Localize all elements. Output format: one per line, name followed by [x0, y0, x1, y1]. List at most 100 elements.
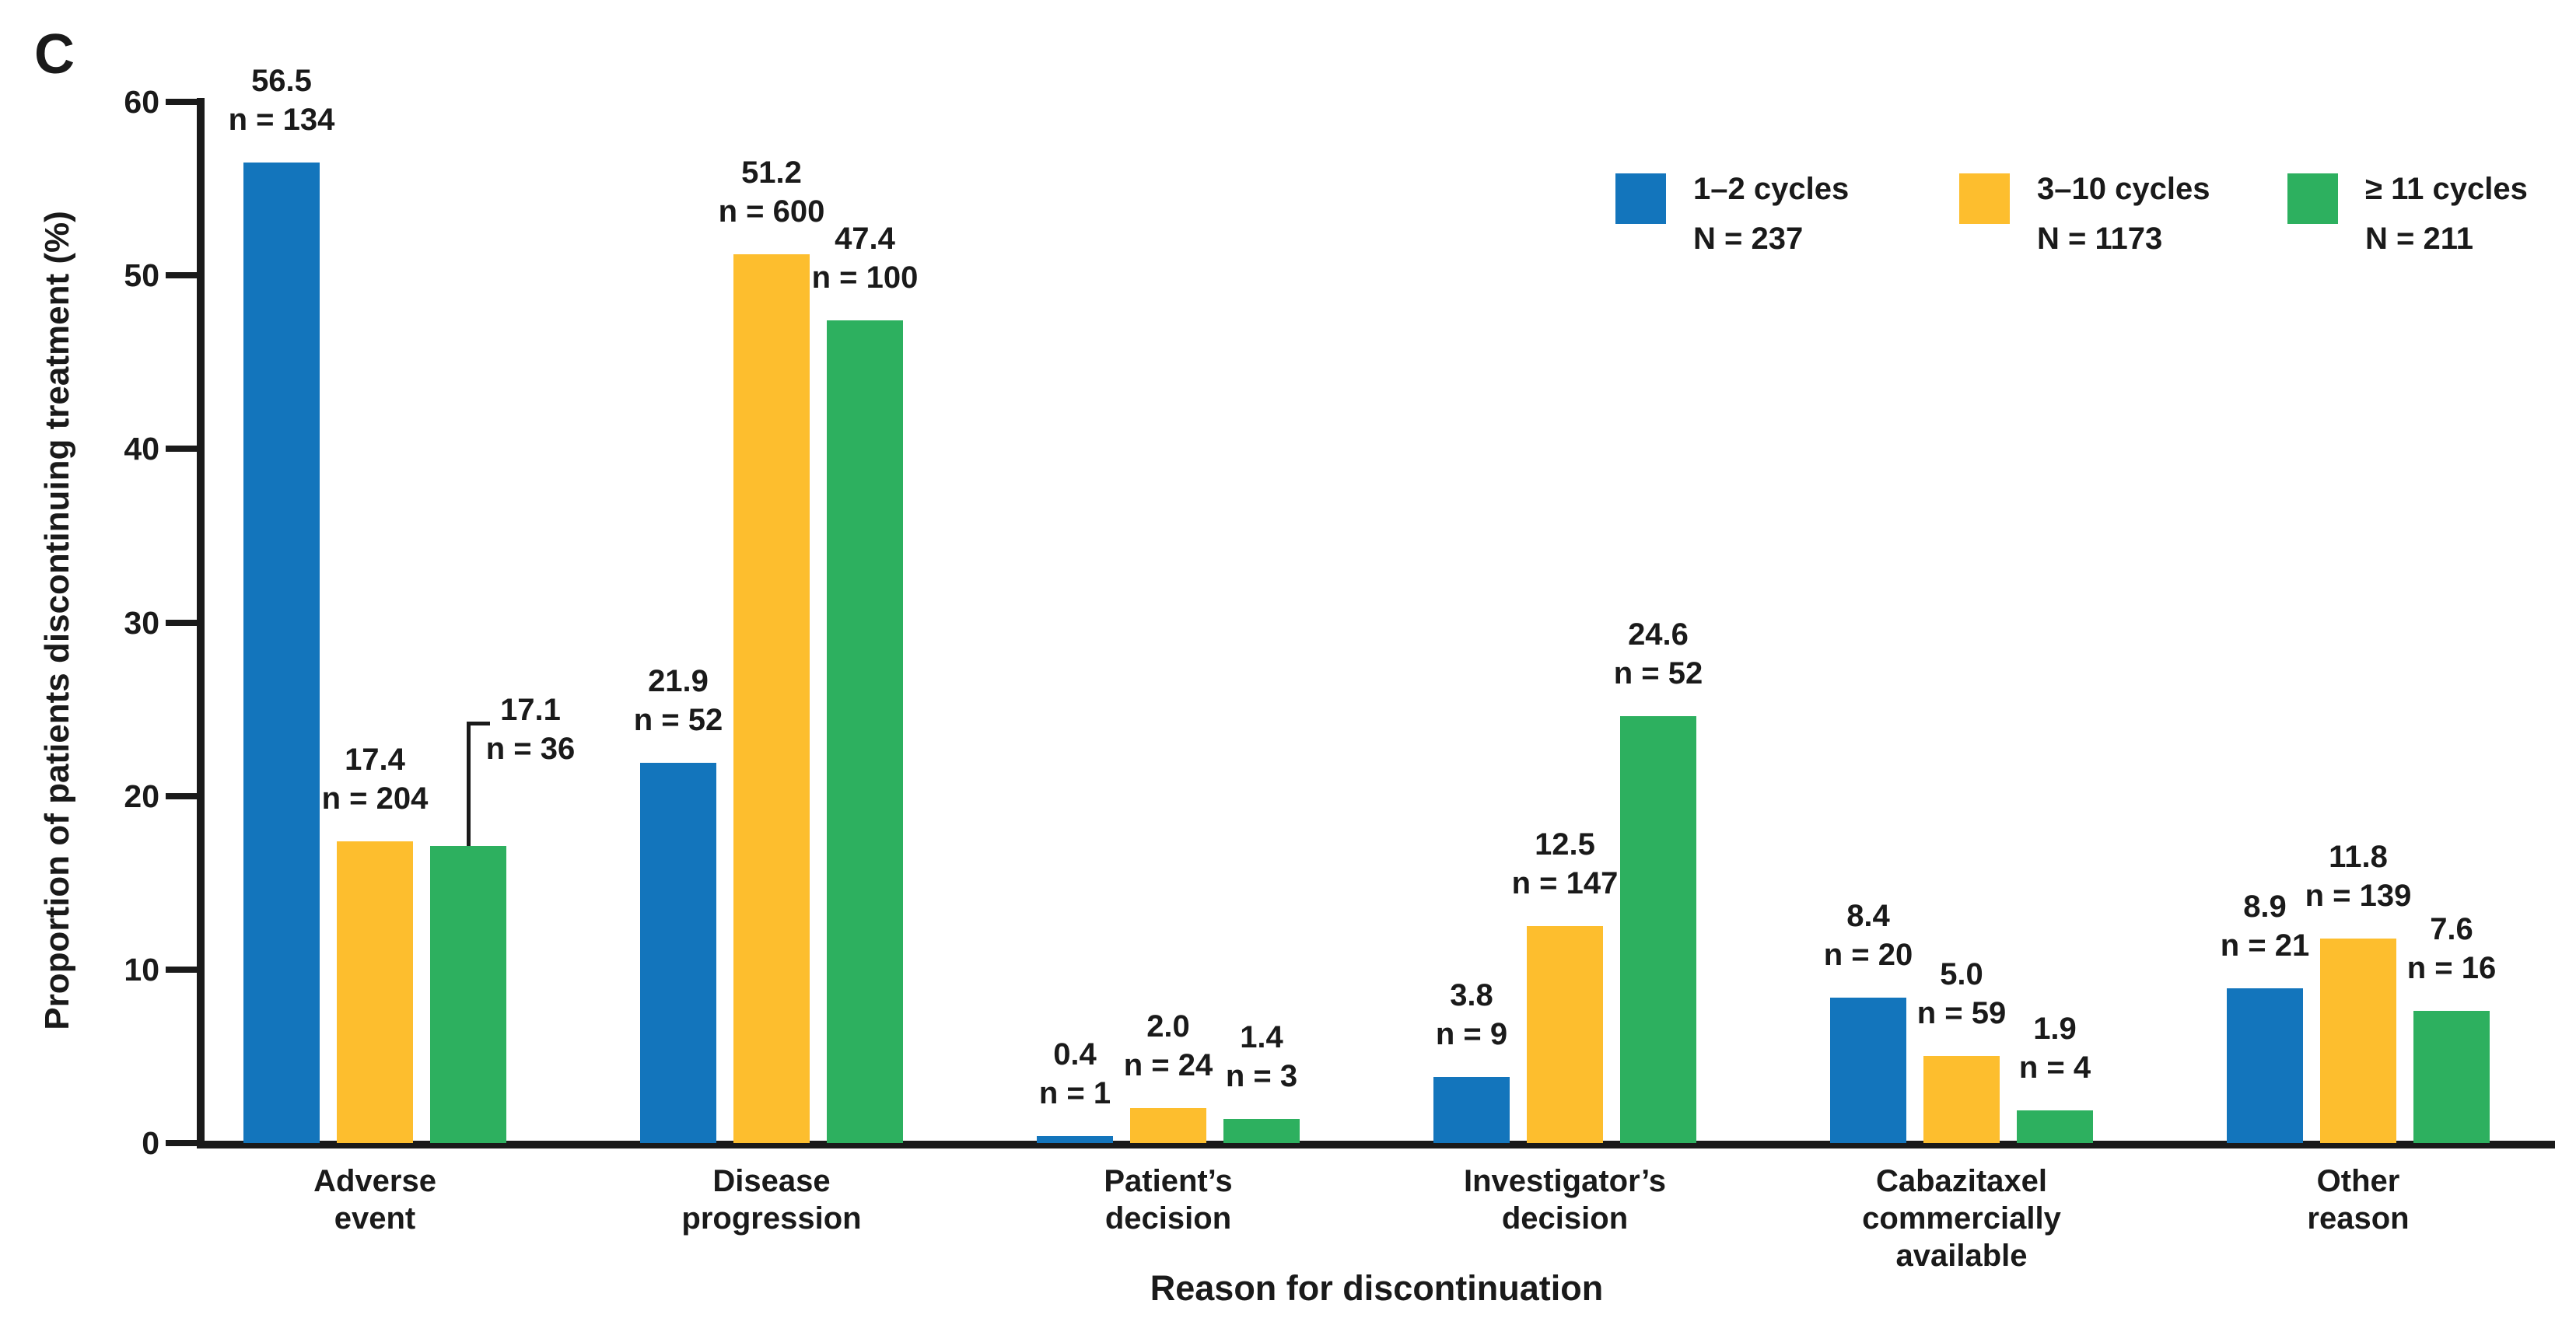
bar-value-label: 7.6 n = 16 [2296, 910, 2576, 988]
bar-count: n = 9 [1435, 1017, 1508, 1051]
legend-series-name: ≥ 11 cycles [2365, 172, 2528, 206]
bar-s1-c2 [640, 763, 716, 1143]
bar-count: n = 21 [2220, 928, 2310, 963]
category-label-line: Adverse [313, 1164, 436, 1198]
legend-swatch-3 [2287, 173, 2338, 224]
bar-value: 47.4 [835, 222, 895, 256]
bar-value: 5.0 [1940, 957, 1983, 991]
y-tick-mark [166, 793, 197, 799]
bar-value: 7.6 [2430, 912, 2473, 946]
bar-count: n = 24 [1123, 1048, 1213, 1082]
legend-series-n: N = 211 [2365, 222, 2474, 256]
bar-s2-c4 [1527, 926, 1603, 1143]
bar-value-label: 5.0 n = 59 [1806, 955, 2117, 1033]
bar-value-label: 56.5 n = 134 [126, 61, 437, 139]
bar-value-label: 21.9 n = 52 [523, 662, 834, 739]
bar-s2-c1 [337, 841, 413, 1143]
bar-count: n = 4 [2018, 1051, 2091, 1085]
bar-count: n = 52 [1613, 656, 1703, 690]
x-axis-title: Reason for discontinuation [1150, 1268, 1604, 1308]
bar-s3-c3 [1223, 1119, 1300, 1143]
bar-s1-c6 [2227, 988, 2303, 1143]
bar-value-label: 17.4 n = 204 [219, 740, 530, 818]
legend-series-name: 1–2 cycles [1693, 172, 1850, 206]
y-tick-label: 20 [124, 778, 159, 814]
y-tick-mark [166, 446, 197, 452]
bar-count: n = 204 [321, 781, 429, 816]
bar-count: n = 59 [1916, 996, 2007, 1030]
bar-s1-c3 [1037, 1136, 1113, 1143]
bar-s3-c4 [1620, 716, 1696, 1143]
bar-value: 2.0 [1146, 1009, 1190, 1044]
y-axis-line [197, 98, 205, 1148]
category-label-line: available [1895, 1239, 2028, 1273]
bar-value-label: 17.1 n = 36 [375, 690, 686, 768]
panel-label: C [34, 23, 75, 86]
bar-value: 8.4 [1846, 899, 1890, 933]
bar-value: 11.8 [2329, 840, 2388, 874]
y-tick-label: 0 [142, 1125, 159, 1161]
category-label-line: commercially [1862, 1201, 2061, 1236]
bar-value: 17.4 [345, 743, 405, 777]
y-tick-label: 30 [124, 605, 159, 641]
bar-value: 24.6 [1628, 617, 1689, 652]
y-tick-mark [166, 620, 197, 626]
y-tick-label: 40 [124, 431, 159, 467]
category-label-line: Cabazitaxel [1875, 1164, 2048, 1198]
category-label-line: progression [681, 1201, 862, 1236]
y-tick-mark [166, 99, 197, 105]
bar-s1-c5 [1830, 998, 1906, 1143]
bar-s3-c5 [2017, 1110, 2093, 1143]
bar-value-label: 8.9 n = 21 [2109, 887, 2420, 965]
bar-value: 1.4 [1240, 1020, 1283, 1054]
leader-line-horizontal [467, 722, 490, 725]
category-label-line: Other [2316, 1164, 2400, 1198]
legend-label-2: 3–10 cycles N = 1173 [2037, 164, 2210, 264]
bar-s2-c5 [1923, 1056, 2000, 1143]
category-label: Disease progression [577, 1162, 966, 1237]
bar-s3-c6 [2413, 1011, 2490, 1143]
legend-series-n: N = 237 [1693, 222, 1804, 256]
y-tick-mark [166, 1140, 197, 1146]
bar-value: 8.9 [2243, 890, 2287, 924]
bar-s3-c2 [827, 320, 903, 1143]
y-tick-label: 60 [124, 84, 159, 120]
bar-count: n = 134 [228, 103, 335, 137]
y-tick-label: 10 [124, 952, 159, 988]
category-label: Other reason [2164, 1162, 2553, 1237]
bar-value-label: 11.8 n = 139 [2203, 837, 2514, 915]
category-label: Cabazitaxel commercially available [1767, 1162, 2156, 1274]
bar-value: 0.4 [1053, 1037, 1097, 1072]
bar-value-label: 47.4 n = 100 [709, 219, 1020, 297]
bar-s2-c6 [2320, 939, 2396, 1143]
legend-series-name: 3–10 cycles [2037, 172, 2210, 206]
bar-value-label: 12.5 n = 147 [1409, 825, 1720, 903]
category-label: Adverse event [180, 1162, 569, 1237]
bar-count: n = 16 [2406, 951, 2497, 985]
bar-count: n = 100 [811, 260, 919, 295]
bar-count: n = 36 [485, 732, 576, 766]
legend-series-n: N = 1173 [2037, 222, 2163, 256]
bar-count: n = 20 [1823, 938, 1913, 972]
bar-value: 21.9 [648, 664, 709, 698]
category-label: Patient’s decision [974, 1162, 1363, 1237]
bar-value: 3.8 [1450, 978, 1493, 1012]
leader-line-vertical [467, 722, 471, 846]
category-label-line: Patient’s [1104, 1164, 1233, 1198]
bar-s2-c2 [733, 254, 810, 1143]
category-label: Investigator’s decision [1370, 1162, 1759, 1237]
bar-count: n = 3 [1225, 1059, 1298, 1093]
bar-value-label: 0.4 n = 1 [919, 1035, 1230, 1113]
bar-value-label: 1.4 n = 3 [1106, 1018, 1417, 1096]
category-label-line: decision [1501, 1201, 1629, 1236]
legend-swatch-1 [1615, 173, 1666, 224]
bar-count: n = 147 [1511, 866, 1619, 900]
bar-value-label: 1.9 n = 4 [1899, 1009, 2210, 1087]
bar-value-label: 24.6 n = 52 [1503, 615, 1814, 693]
category-label-line: decision [1104, 1201, 1232, 1236]
category-label-line: Disease [712, 1164, 831, 1198]
bar-count: n = 139 [2305, 879, 2412, 913]
bar-value-label: 8.4 n = 20 [1713, 897, 2024, 974]
bar-value: 56.5 [251, 64, 312, 98]
bar-s3-c1 [430, 846, 506, 1143]
